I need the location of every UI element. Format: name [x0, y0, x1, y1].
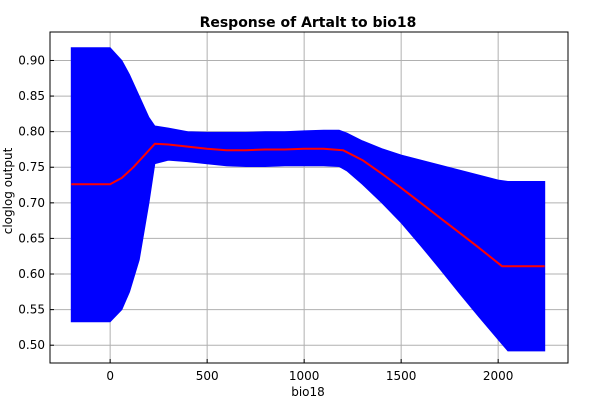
y-axis: 0.50 0.55 0.60 0.65 0.70 0.75 0.80 0.85 0.90: [18, 53, 54, 352]
y-tick-label: 0.80: [18, 125, 45, 139]
y-tick-label: 0.50: [18, 338, 45, 352]
y-tick-label: 0.75: [18, 160, 45, 174]
x-tick-label: 0: [106, 369, 114, 383]
chart-title: Response of Artalt to bio18: [200, 15, 417, 31]
x-tick-label: 1000: [289, 369, 320, 383]
y-tick-label: 0.70: [18, 196, 45, 210]
y-tick-label: 0.85: [18, 89, 45, 103]
y-tick-label: 0.90: [18, 53, 45, 67]
x-tick-label: 2000: [483, 369, 514, 383]
mean-response-line: [71, 142, 545, 268]
band-layer: [70, 47, 546, 352]
y-tick-label: 0.55: [18, 303, 45, 317]
y-tick-label: 0.65: [18, 231, 45, 245]
x-axis: 0 500 1000 1500 2000: [106, 359, 513, 383]
line-layer: [71, 142, 545, 268]
y-axis-label: cloglog output: [1, 147, 15, 234]
x-tick-label: 500: [196, 369, 219, 383]
y-tick-label: 0.60: [18, 267, 45, 281]
confidence-band: [70, 47, 546, 352]
x-tick-label: 1500: [386, 369, 417, 383]
plot-frame: [49, 31, 569, 364]
x-axis-label: bio18: [291, 385, 325, 399]
